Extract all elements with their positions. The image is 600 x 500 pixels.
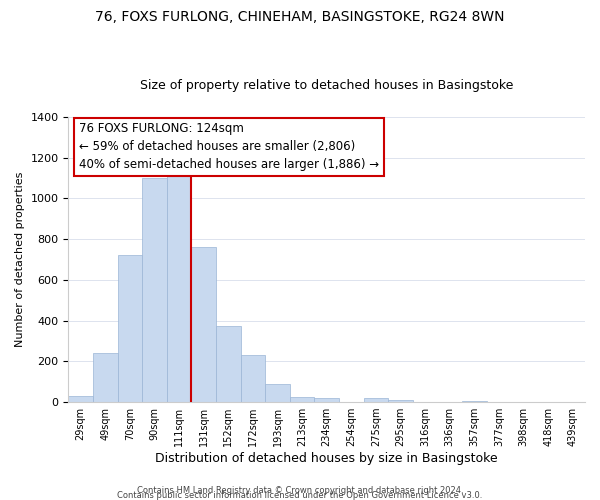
Text: 76 FOXS FURLONG: 124sqm
← 59% of detached houses are smaller (2,806)
40% of semi: 76 FOXS FURLONG: 124sqm ← 59% of detache… (79, 122, 379, 172)
Bar (191, 247, 216, 402)
Bar (241, 355, 265, 402)
Title: Size of property relative to detached houses in Basingstoke: Size of property relative to detached ho… (140, 79, 514, 92)
Bar (167, 174, 191, 402)
Bar (462, 401, 487, 402)
Text: Contains public sector information licensed under the Open Government Licence v3: Contains public sector information licen… (118, 491, 482, 500)
X-axis label: Distribution of detached houses by size in Basingstoke: Distribution of detached houses by size … (155, 452, 498, 465)
Bar (142, 178, 167, 402)
Bar (118, 256, 142, 402)
Bar (68, 396, 93, 402)
Bar (216, 326, 241, 402)
Bar (265, 384, 290, 402)
Bar (93, 353, 118, 402)
Bar (314, 398, 339, 402)
Bar (364, 398, 388, 402)
Bar (388, 400, 413, 402)
Bar (290, 397, 314, 402)
Y-axis label: Number of detached properties: Number of detached properties (15, 172, 25, 347)
Text: 76, FOXS FURLONG, CHINEHAM, BASINGSTOKE, RG24 8WN: 76, FOXS FURLONG, CHINEHAM, BASINGSTOKE,… (95, 10, 505, 24)
Text: Contains HM Land Registry data © Crown copyright and database right 2024.: Contains HM Land Registry data © Crown c… (137, 486, 463, 495)
